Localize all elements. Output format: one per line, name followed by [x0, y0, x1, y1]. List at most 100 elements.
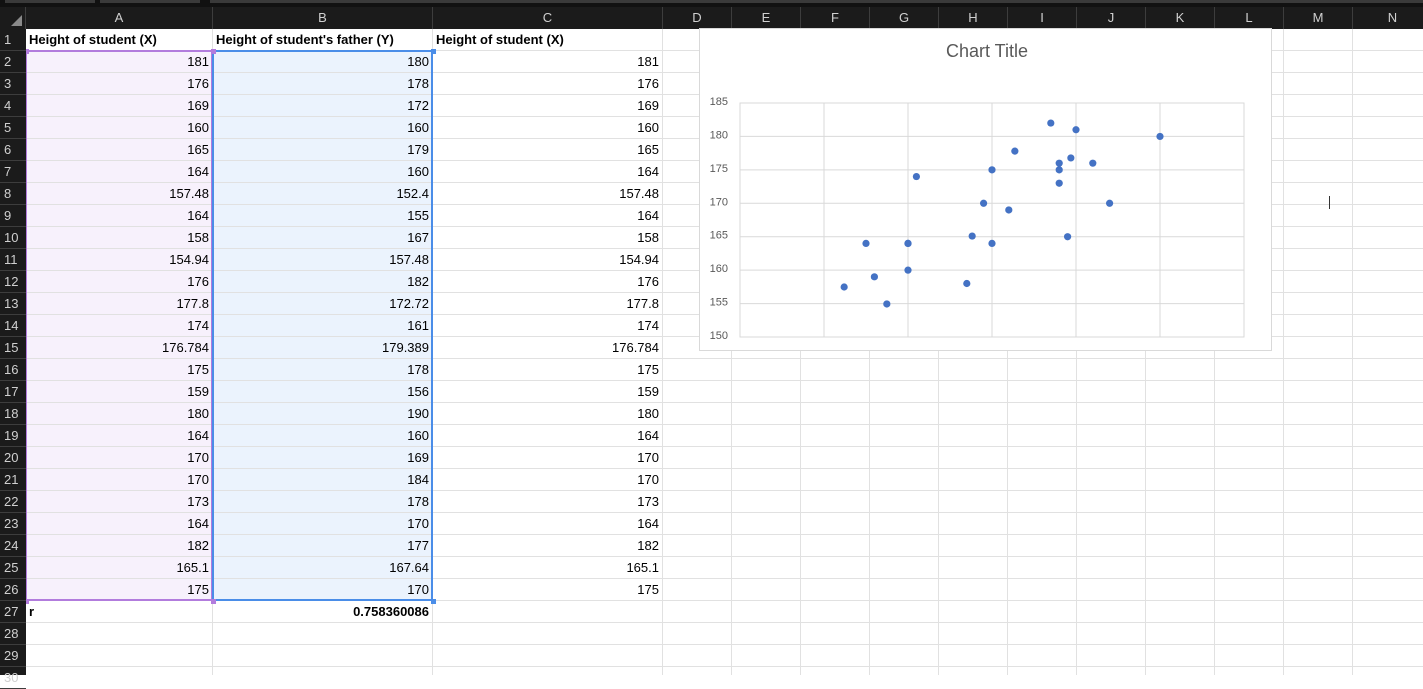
- cell-a14[interactable]: 174: [187, 318, 209, 333]
- cell-a26[interactable]: 175: [187, 582, 209, 597]
- row-header-4[interactable]: 4: [0, 95, 26, 117]
- cell-a19[interactable]: 164: [187, 428, 209, 443]
- row-header-20[interactable]: 20: [0, 447, 26, 469]
- data-point[interactable]: [862, 239, 870, 247]
- cell-a6[interactable]: 165: [187, 142, 209, 157]
- cell-c18[interactable]: 180: [637, 406, 659, 421]
- range-handle-a[interactable]: [211, 599, 216, 604]
- data-point[interactable]: [1055, 179, 1063, 187]
- row-header-12[interactable]: 12: [0, 271, 26, 293]
- column-header-h[interactable]: H: [939, 7, 1008, 29]
- row-header-26[interactable]: 26: [0, 579, 26, 601]
- cell-b21[interactable]: 184: [407, 472, 429, 487]
- cell-c11[interactable]: 154.94: [619, 252, 659, 267]
- cell-a25[interactable]: 165.1: [176, 560, 209, 575]
- data-point[interactable]: [1055, 166, 1063, 174]
- cell-a23[interactable]: 164: [187, 516, 209, 531]
- range-handle-a[interactable]: [26, 49, 29, 54]
- cell-b18[interactable]: 190: [407, 406, 429, 421]
- cell-c9[interactable]: 164: [637, 208, 659, 223]
- cell-b12[interactable]: 182: [407, 274, 429, 289]
- cell-b20[interactable]: 169: [407, 450, 429, 465]
- column-header-e[interactable]: E: [732, 7, 801, 29]
- cell-b16[interactable]: 178: [407, 362, 429, 377]
- data-point[interactable]: [988, 239, 996, 247]
- cell-a15[interactable]: 176.784: [162, 340, 209, 355]
- row-header-9[interactable]: 9: [0, 205, 26, 227]
- data-point[interactable]: [988, 166, 996, 174]
- cell-b5[interactable]: 160: [407, 120, 429, 135]
- cell-b7[interactable]: 160: [407, 164, 429, 179]
- cell-b26[interactable]: 170: [407, 582, 429, 597]
- range-handle-a[interactable]: [211, 49, 216, 54]
- cell-c4[interactable]: 169: [637, 98, 659, 113]
- chart-title[interactable]: Chart Title: [946, 41, 1028, 61]
- row-header-8[interactable]: 8: [0, 183, 26, 205]
- cell-b10[interactable]: 167: [407, 230, 429, 245]
- data-point[interactable]: [1064, 233, 1072, 241]
- column-header-c[interactable]: C: [433, 7, 663, 29]
- cell-b17[interactable]: 156: [407, 384, 429, 399]
- cell-a20[interactable]: 170: [187, 450, 209, 465]
- column-header-a[interactable]: A: [26, 7, 213, 29]
- cell-a4[interactable]: 169: [187, 98, 209, 113]
- cell-c17[interactable]: 159: [637, 384, 659, 399]
- cell-b25[interactable]: 167.64: [389, 560, 429, 575]
- cell-c5[interactable]: 160: [637, 120, 659, 135]
- cell-b11[interactable]: 157.48: [389, 252, 429, 267]
- data-point[interactable]: [1067, 154, 1075, 162]
- cell-a5[interactable]: 160: [187, 120, 209, 135]
- scatter-chart[interactable]: 140 150 160 170 180 190 200 150 155 160 165 170 175 1…: [699, 28, 1272, 361]
- row-header-18[interactable]: 18: [0, 403, 26, 425]
- range-handle-b[interactable]: [431, 599, 436, 604]
- cell-a11[interactable]: 154.94: [169, 252, 209, 267]
- top-tab[interactable]: [100, 0, 200, 3]
- data-point[interactable]: [1005, 206, 1013, 214]
- cell-a2[interactable]: 181: [187, 54, 209, 69]
- cell-c8[interactable]: 157.48: [619, 186, 659, 201]
- cell-b14[interactable]: 161: [407, 318, 429, 333]
- row-header-5[interactable]: 5: [0, 117, 26, 139]
- cell-b27-r-value[interactable]: 0.758360086: [353, 604, 429, 619]
- cell-b2[interactable]: 180: [407, 54, 429, 69]
- column-header-k[interactable]: K: [1146, 7, 1215, 29]
- column-header-m[interactable]: M: [1284, 7, 1353, 29]
- cell-a10[interactable]: 158: [187, 230, 209, 245]
- cell-a13[interactable]: 177.8: [176, 296, 209, 311]
- cell-a27-r-label[interactable]: r: [29, 604, 35, 619]
- cell-c23[interactable]: 164: [637, 516, 659, 531]
- cell-a3[interactable]: 176: [187, 76, 209, 91]
- data-point[interactable]: [870, 273, 878, 281]
- data-point[interactable]: [968, 232, 976, 240]
- row-header-13[interactable]: 13: [0, 293, 26, 315]
- range-handle-a[interactable]: [26, 599, 29, 604]
- row-header-28[interactable]: 28: [0, 623, 26, 645]
- cell-a16[interactable]: 175: [187, 362, 209, 377]
- cell-c26[interactable]: 175: [637, 582, 659, 597]
- column-header-j[interactable]: J: [1077, 7, 1146, 29]
- cell-b8[interactable]: 152.4: [396, 186, 429, 201]
- cell-b15[interactable]: 179.389: [382, 340, 429, 355]
- row-header-21[interactable]: 21: [0, 469, 26, 491]
- data-point[interactable]: [904, 239, 912, 247]
- row-header-25[interactable]: 25: [0, 557, 26, 579]
- cell-b3[interactable]: 178: [407, 76, 429, 91]
- cell-c22[interactable]: 173: [637, 494, 659, 509]
- row-header-1[interactable]: 1: [0, 29, 26, 51]
- cell-a17[interactable]: 159: [187, 384, 209, 399]
- cell-c15[interactable]: 176.784: [612, 340, 659, 355]
- row-header-17[interactable]: 17: [0, 381, 26, 403]
- column-header-i[interactable]: I: [1008, 7, 1077, 29]
- row-header-16[interactable]: 16: [0, 359, 26, 381]
- cell-c12[interactable]: 176: [637, 274, 659, 289]
- cell-c21[interactable]: 170: [637, 472, 659, 487]
- column-header-f[interactable]: F: [801, 7, 870, 29]
- cell-c24[interactable]: 182: [637, 538, 659, 553]
- cell-c25[interactable]: 165.1: [626, 560, 659, 575]
- cell-b19[interactable]: 160: [407, 428, 429, 443]
- data-point[interactable]: [1106, 199, 1114, 207]
- data-point[interactable]: [1055, 159, 1063, 167]
- column-header-l[interactable]: L: [1215, 7, 1284, 29]
- cell-c10[interactable]: 158: [637, 230, 659, 245]
- cell-b4[interactable]: 172: [407, 98, 429, 113]
